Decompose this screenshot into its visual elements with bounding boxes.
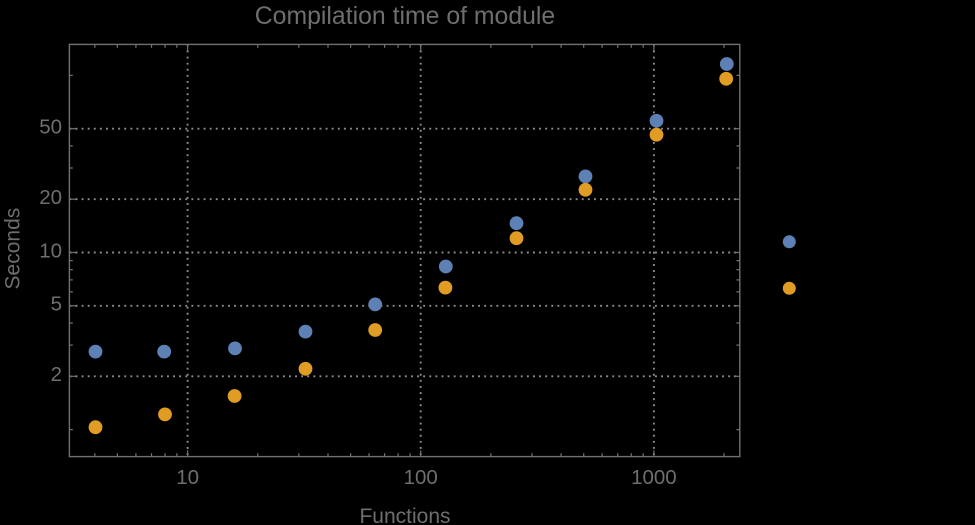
svg-text:2: 2 [51, 363, 62, 386]
svg-text:Compilation time of module: Compilation time of module [255, 3, 555, 30]
svg-text:5: 5 [51, 293, 62, 316]
svg-text:10: 10 [39, 239, 62, 262]
svg-text:10: 10 [176, 466, 199, 489]
svg-text:100: 100 [404, 466, 438, 489]
svg-text:50: 50 [39, 116, 62, 139]
svg-text:1000: 1000 [631, 466, 677, 489]
svg-text:Seconds: Seconds [2, 208, 25, 290]
svg-text:Functions: Functions [359, 505, 450, 525]
svg-text:20: 20 [39, 186, 62, 209]
